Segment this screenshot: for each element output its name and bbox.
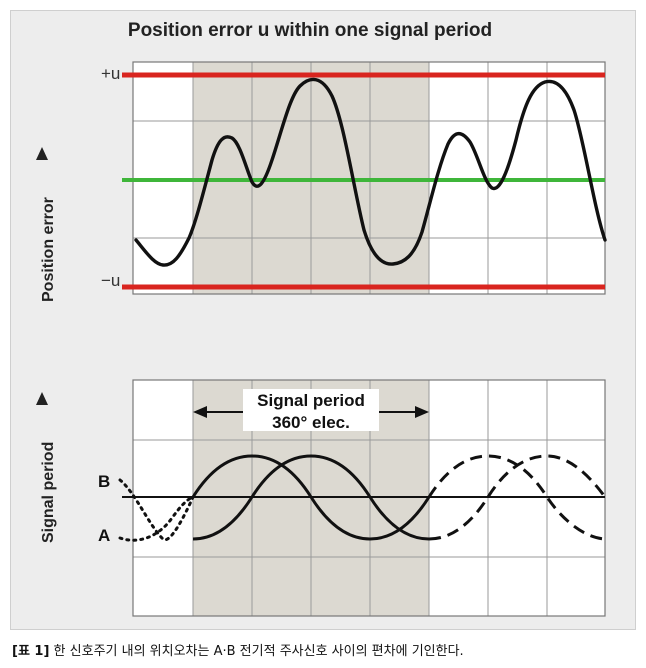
period-arrow-left-icon: [193, 406, 207, 418]
signal-a-curve: [192, 454, 430, 541]
signal-a-dashed-continuation: [428, 454, 607, 541]
diagram-title: Position error u within one signal perio…: [128, 20, 492, 41]
signal-period-degrees-label: 360° elec.: [272, 413, 350, 432]
position-error-curve: [134, 77, 607, 267]
period-arrow-right-icon: [415, 406, 429, 418]
signal-b-curve: [191, 454, 431, 541]
lower-limit-label: −u: [101, 271, 120, 290]
figure-caption: [표 1] 한 신호주기 내의 위치오차는 A·B 전기적 주사신호 사이의 편…: [12, 640, 636, 659]
signal-b-dashed-continuation: [427, 454, 606, 541]
caption-tag: [표 1]: [12, 644, 50, 659]
position-error-axis-arrow-icon: [36, 147, 48, 160]
upper-limit-label: +u: [101, 64, 120, 83]
signal-a-label: A: [98, 526, 110, 545]
top-panel: +u −u Position error: [36, 61, 607, 302]
signal-b-dotted-lead: [118, 478, 195, 542]
period-label-background: [243, 389, 379, 431]
signal-a-dotted-lead: [118, 495, 195, 542]
bottom-panel: Signal period 360° elec. B A Signal peri…: [36, 379, 607, 617]
caption-text: 한 신호주기 내의 위치오차는 A·B 전기적 주사신호 사이의 편차에 기인한…: [49, 644, 464, 659]
signal-period-axis-arrow-icon: [36, 392, 48, 405]
position-error-axis-label: Position error: [40, 197, 57, 302]
signal-b-label: B: [98, 472, 110, 491]
signal-period-axis-label: Signal period: [40, 442, 57, 543]
signal-period-label: Signal period: [257, 391, 365, 410]
